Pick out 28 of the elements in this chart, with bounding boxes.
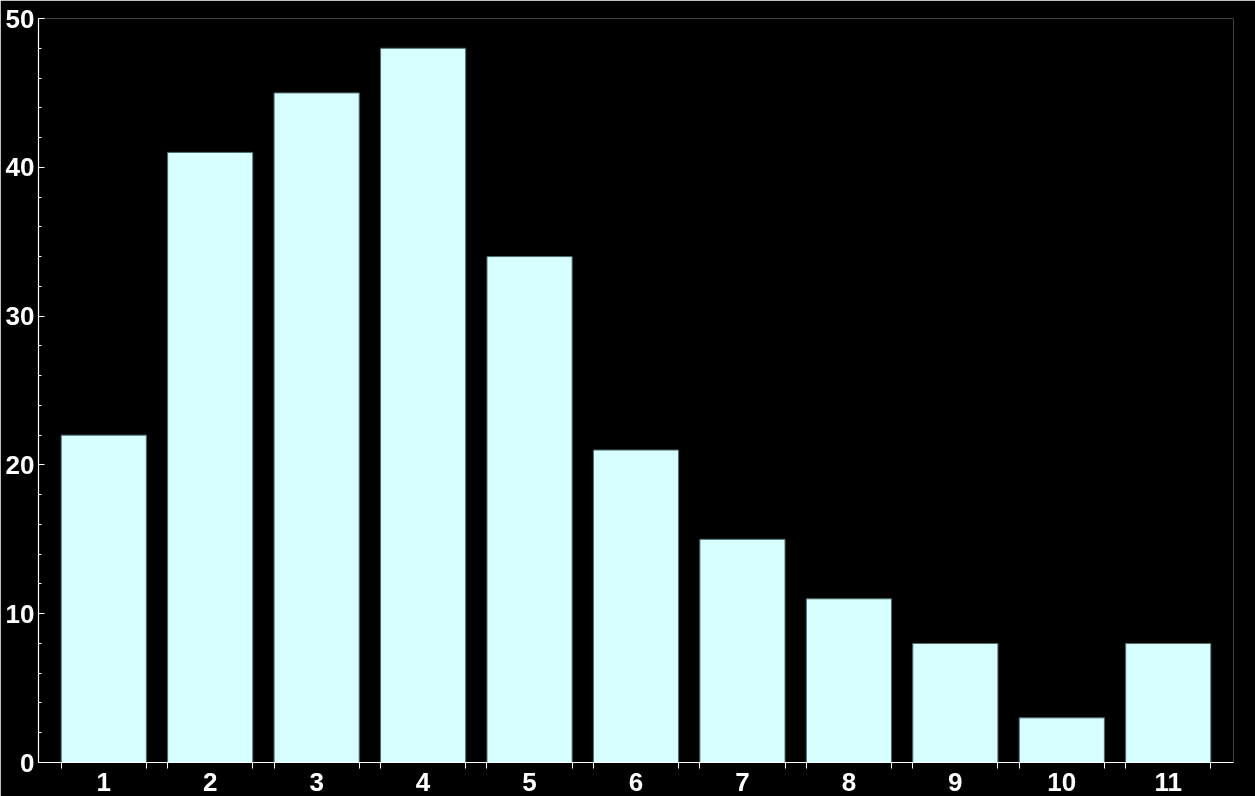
x-tick-label: 8 xyxy=(841,766,857,796)
x-tick-label: 6 xyxy=(628,766,644,796)
x-tick-label: 10 xyxy=(1047,766,1077,796)
bar xyxy=(273,92,360,763)
x-tick-label: 3 xyxy=(309,766,324,796)
y-tick-label: 0 xyxy=(20,747,35,778)
x-tick-label: 5 xyxy=(522,766,537,796)
x-tick-label: 4 xyxy=(415,766,431,796)
x-tick-label: 9 xyxy=(948,766,963,796)
y-tick-label: 50 xyxy=(5,3,35,34)
bar xyxy=(592,449,680,763)
x-tick-label: 11 xyxy=(1154,766,1182,796)
x-tick-label: 2 xyxy=(202,766,218,796)
bar xyxy=(1018,717,1105,763)
x-tick-label: 1 xyxy=(96,766,111,796)
bar xyxy=(60,434,147,763)
bar xyxy=(699,538,786,763)
x-tick-label: 7 xyxy=(735,766,750,796)
bar xyxy=(167,151,254,763)
y-tick-label: 40 xyxy=(5,152,35,183)
bar xyxy=(912,642,999,763)
bar xyxy=(486,256,573,763)
y-tick-label: 30 xyxy=(5,301,35,332)
bar xyxy=(1125,642,1212,763)
y-tick-label: 20 xyxy=(5,449,35,480)
bar xyxy=(380,47,467,763)
y-tick-label: 10 xyxy=(5,598,35,629)
bar xyxy=(805,598,892,763)
